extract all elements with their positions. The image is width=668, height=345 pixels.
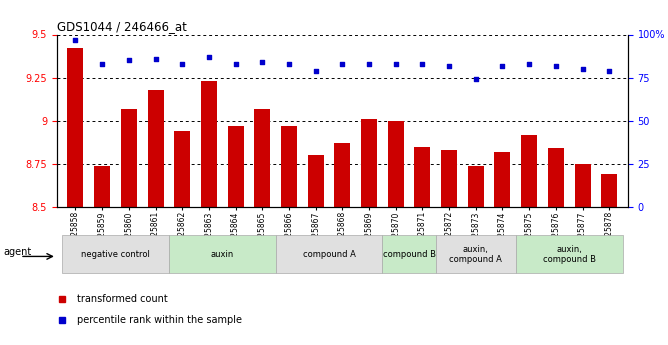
Text: transformed count: transformed count — [77, 294, 168, 304]
Bar — [494, 152, 510, 207]
Point — [204, 54, 214, 60]
Text: auxin,
compound B: auxin, compound B — [542, 245, 596, 264]
Text: GDS1044 / 246466_at: GDS1044 / 246466_at — [57, 20, 186, 33]
Bar — [468, 166, 484, 207]
Bar — [361, 119, 377, 207]
Text: negative control: negative control — [81, 250, 150, 259]
Bar — [308, 155, 324, 207]
Point — [70, 37, 81, 42]
Text: compound B: compound B — [383, 250, 436, 259]
Bar — [574, 164, 591, 207]
Point — [577, 66, 588, 72]
Bar — [387, 121, 403, 207]
Text: auxin,
compound A: auxin, compound A — [450, 245, 502, 264]
Bar — [255, 109, 271, 207]
Bar — [521, 135, 537, 207]
Bar — [382, 235, 436, 274]
Bar — [228, 126, 244, 207]
Point — [97, 61, 108, 67]
Bar — [174, 131, 190, 207]
Text: compound A: compound A — [303, 250, 355, 259]
Bar — [62, 235, 169, 274]
Bar — [276, 235, 382, 274]
Text: percentile rank within the sample: percentile rank within the sample — [77, 315, 242, 325]
Point — [230, 61, 241, 67]
Bar — [148, 90, 164, 207]
Point — [497, 63, 508, 68]
Bar — [441, 150, 457, 207]
Point — [604, 68, 615, 73]
Text: auxin: auxin — [210, 250, 234, 259]
Bar — [335, 143, 350, 207]
Bar — [601, 174, 617, 207]
Point — [363, 61, 374, 67]
Point — [150, 56, 161, 61]
Bar — [516, 235, 623, 274]
Point — [390, 61, 401, 67]
Point — [284, 61, 295, 67]
Bar — [201, 81, 217, 207]
Point — [124, 58, 134, 63]
Point — [337, 61, 348, 67]
Bar — [414, 147, 430, 207]
Bar — [436, 235, 516, 274]
Text: agent: agent — [3, 247, 31, 257]
Point — [311, 68, 321, 73]
Point — [524, 61, 534, 67]
Point — [417, 61, 428, 67]
Bar — [281, 126, 297, 207]
Bar — [67, 48, 84, 207]
Point — [470, 77, 481, 82]
Bar — [548, 148, 564, 207]
Point — [444, 63, 454, 68]
Bar — [121, 109, 137, 207]
Point — [177, 61, 188, 67]
Point — [257, 59, 268, 65]
Bar — [94, 166, 110, 207]
Point — [550, 63, 561, 68]
Bar — [169, 235, 276, 274]
